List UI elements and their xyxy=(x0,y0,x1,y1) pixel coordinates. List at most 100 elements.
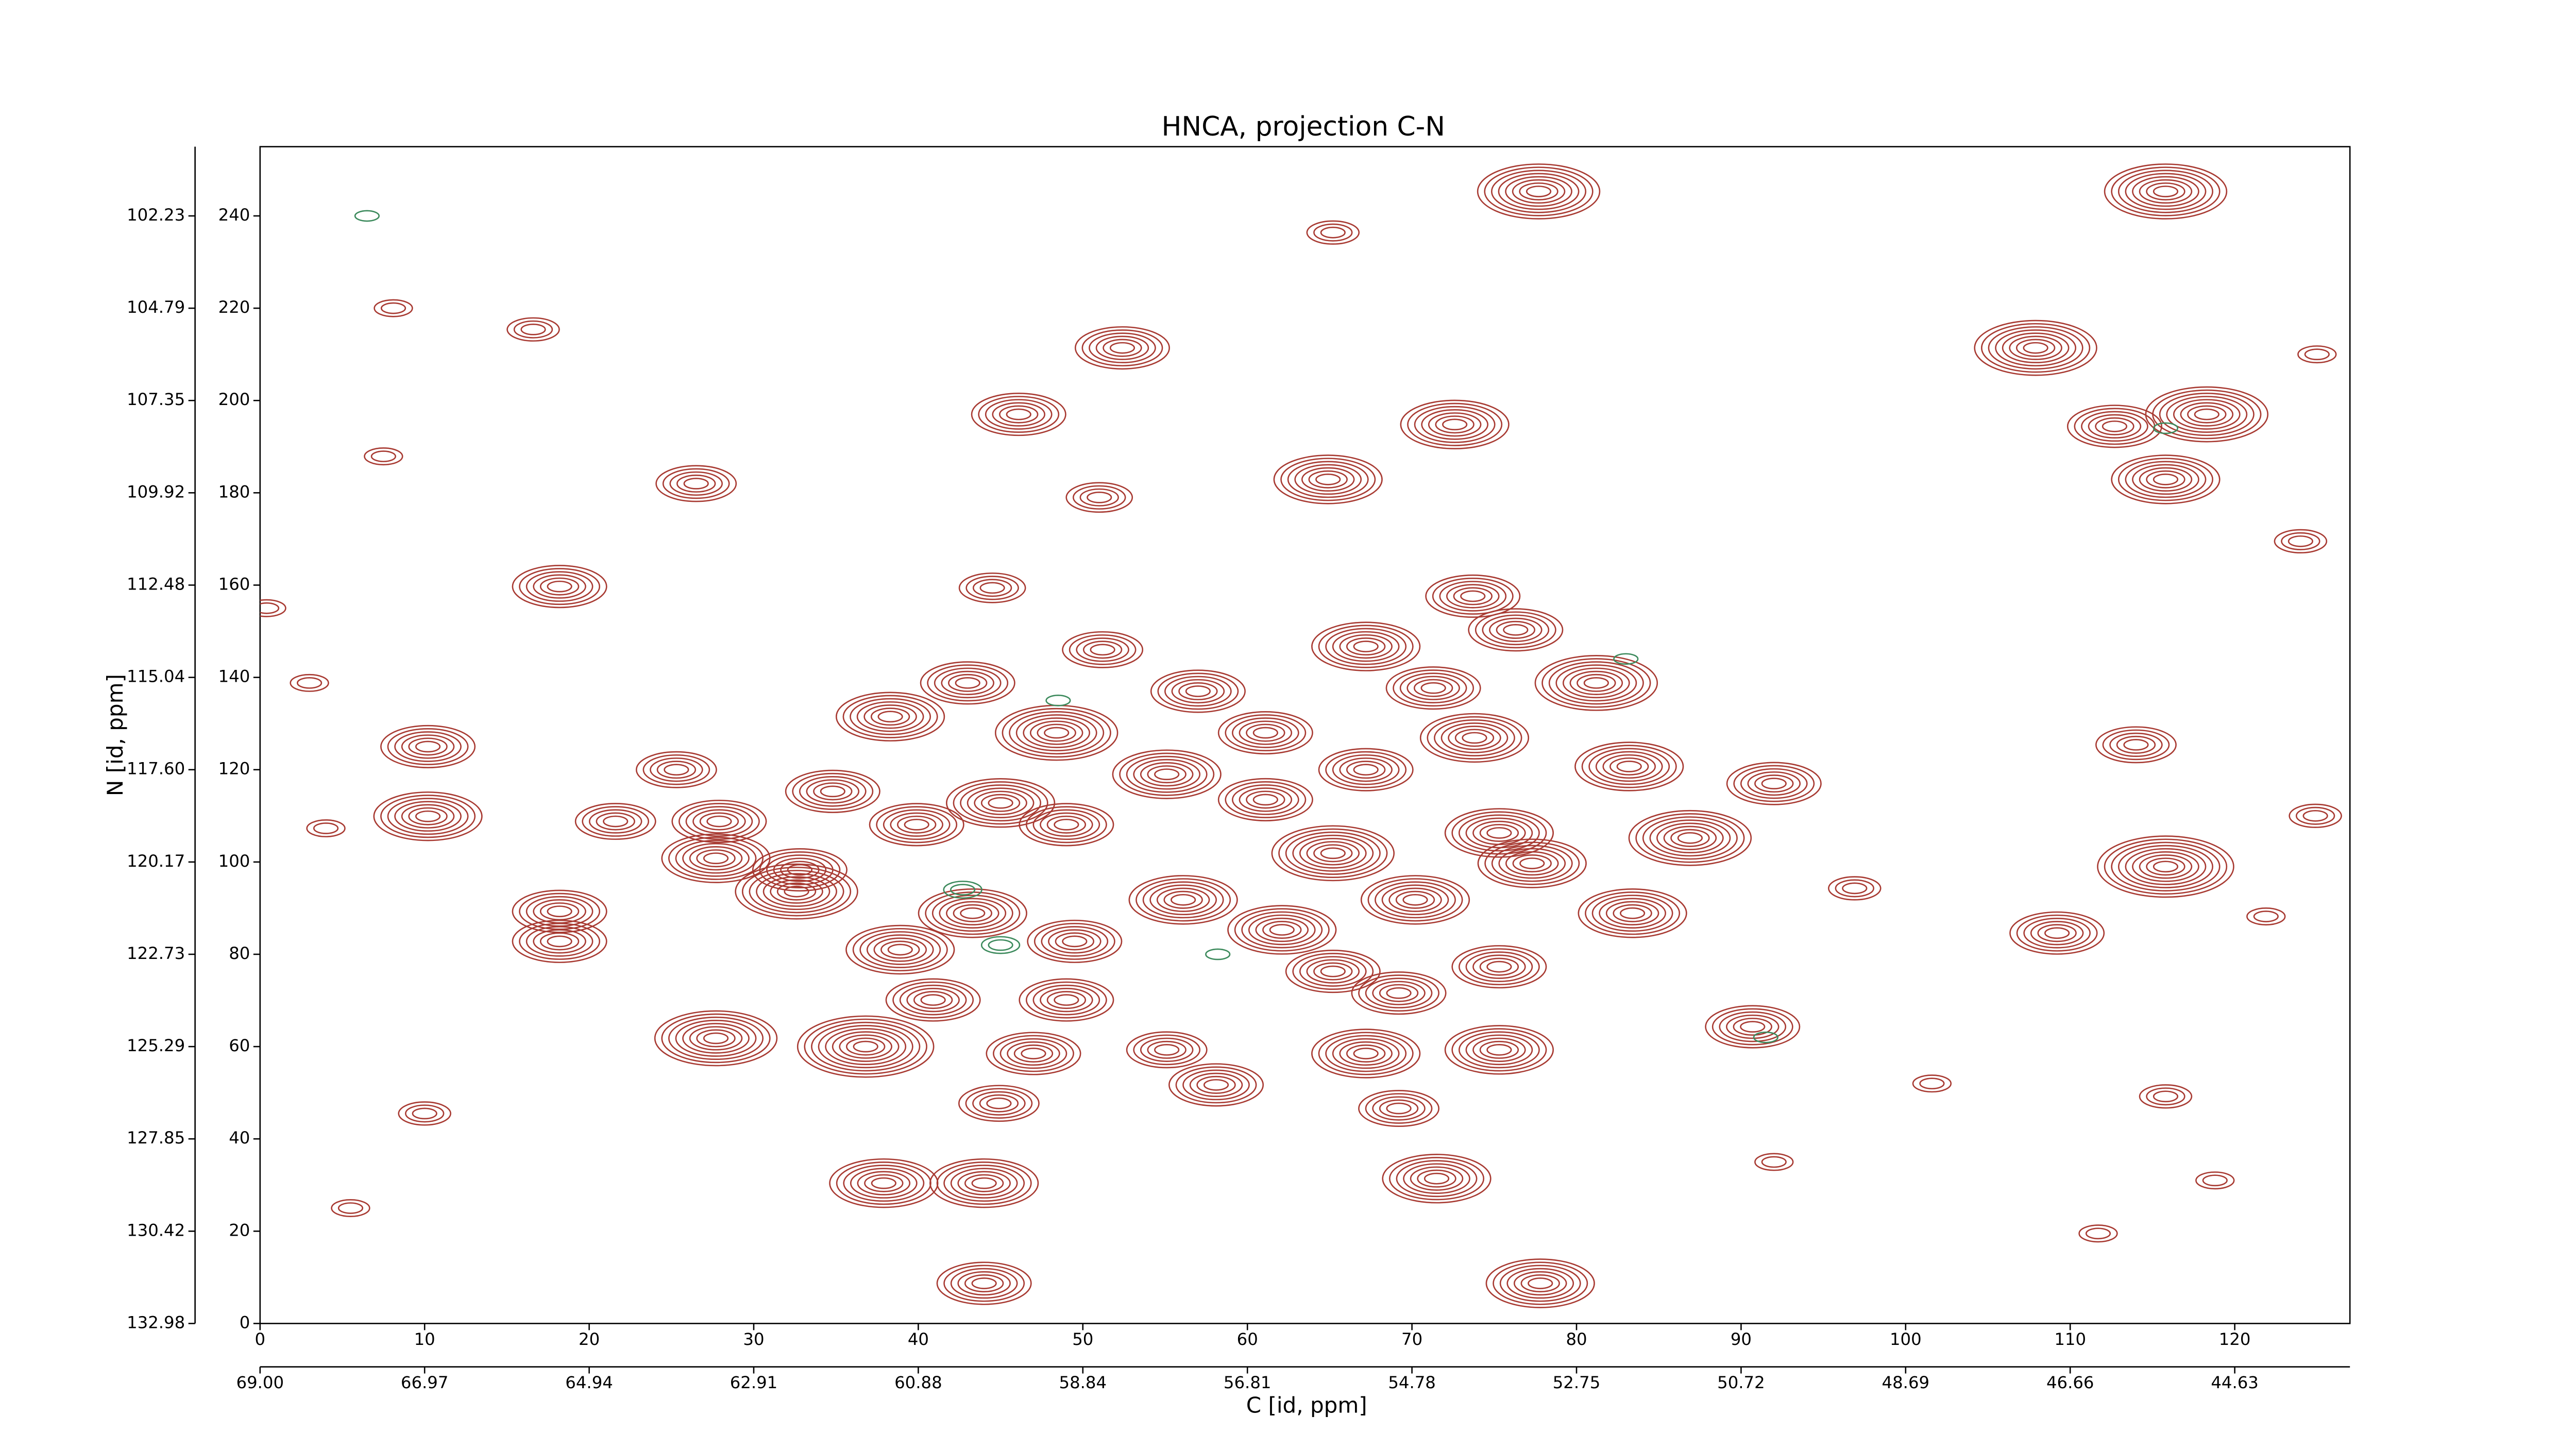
contour-line xyxy=(1753,1031,1778,1043)
contour-line xyxy=(1185,685,1211,697)
contour-line xyxy=(1974,319,2097,376)
contour-line xyxy=(1512,854,1552,872)
contour-line xyxy=(1477,163,1601,220)
y-tick-label: 40 xyxy=(229,1128,250,1148)
contour-line xyxy=(929,1158,1039,1208)
contour-line xyxy=(1562,667,1630,699)
contour-line xyxy=(2037,924,2077,942)
contour-line xyxy=(2146,1087,2185,1106)
contour-line xyxy=(950,1268,1018,1299)
contour-line xyxy=(1485,1258,1595,1308)
contour-line xyxy=(1491,170,1587,213)
contour-line xyxy=(1306,959,1360,984)
contour-line xyxy=(1677,832,1703,844)
contour-line xyxy=(1444,1025,1554,1075)
contour-line xyxy=(1306,220,1360,245)
contour-line xyxy=(519,922,601,960)
contour-line xyxy=(1428,412,1482,437)
contour-peak xyxy=(918,888,1027,938)
contour-line xyxy=(1726,762,1822,805)
contour-line xyxy=(1555,664,1637,702)
contour-line xyxy=(1491,845,1573,882)
contour-line xyxy=(1002,707,1111,758)
contour-line xyxy=(1013,1044,1054,1063)
contour-line xyxy=(913,991,953,1009)
contour-line xyxy=(650,757,703,782)
contour-peak xyxy=(1019,803,1114,847)
contour-line xyxy=(835,692,945,742)
contour-peak xyxy=(2195,1171,2235,1190)
contour-line xyxy=(260,602,280,614)
contour-line xyxy=(1072,485,1126,510)
contour-line xyxy=(2109,732,2163,757)
contour-line xyxy=(1205,948,1231,961)
contour-peak xyxy=(1027,919,1123,963)
contour-layer xyxy=(260,163,2342,1308)
contour-line xyxy=(972,1091,1026,1116)
contour-line xyxy=(2281,532,2320,550)
y-tick-label: 80 xyxy=(229,943,250,963)
contour-line xyxy=(955,677,980,689)
contour-line xyxy=(1126,755,1208,793)
contour-line xyxy=(1029,720,1083,745)
contour-line xyxy=(948,673,988,692)
contour-line xyxy=(1019,978,1114,1022)
contour-line xyxy=(943,1165,1025,1202)
y-tick-label: 20 xyxy=(229,1220,250,1240)
contour-line xyxy=(735,863,858,920)
contour-peak xyxy=(1574,742,1684,791)
contour-line xyxy=(971,393,1066,436)
contour-line xyxy=(1442,418,1468,431)
contour-line xyxy=(1046,815,1087,834)
contour-line xyxy=(2123,739,2149,751)
contour-peak xyxy=(1205,948,1231,961)
contour-line xyxy=(380,724,476,768)
contour-line xyxy=(373,791,483,841)
contour-line xyxy=(596,812,635,831)
contour-line xyxy=(1747,771,1801,796)
contour-line xyxy=(512,919,607,963)
contour-line xyxy=(1360,875,1470,925)
contour-peak xyxy=(1062,631,1144,668)
contour-line xyxy=(1147,1040,1187,1059)
contour-peak xyxy=(364,447,403,466)
contour-line xyxy=(2253,911,2279,922)
contour-line xyxy=(1475,611,1556,649)
x2-tick-label: 69.00 xyxy=(236,1373,284,1392)
contour-line xyxy=(960,907,986,919)
contour-line xyxy=(2146,470,2185,488)
contour-line xyxy=(1175,1066,1257,1104)
contour-line xyxy=(1320,226,1346,239)
contour-line xyxy=(1076,637,1129,662)
contour-line xyxy=(1583,677,1609,689)
contour-line xyxy=(1372,1096,1426,1121)
contour-line xyxy=(1048,929,1101,954)
y-tick-label: 220 xyxy=(218,297,250,317)
contour-line xyxy=(796,1015,935,1078)
contour-line xyxy=(1318,748,1414,791)
y2-tick-label: 115.04 xyxy=(127,667,185,686)
contour-line xyxy=(1602,754,1656,779)
contour-peak xyxy=(835,692,945,742)
contour-line xyxy=(1015,714,1097,751)
contour-line xyxy=(405,1104,445,1123)
contour-line xyxy=(1413,679,1453,697)
contour-line xyxy=(1318,1032,1414,1075)
contour-peak xyxy=(1705,1005,1801,1049)
contour-line xyxy=(1339,757,1393,782)
contour-line xyxy=(1074,326,1170,370)
contour-line xyxy=(863,704,917,729)
contour-line xyxy=(1325,628,1407,665)
contour-line xyxy=(853,1040,878,1053)
contour-line xyxy=(1225,714,1307,751)
contour-line xyxy=(2287,535,2313,547)
contour-peak xyxy=(869,803,964,847)
contour-line xyxy=(1154,1044,1180,1056)
contour-line xyxy=(1613,653,1639,665)
contour-line xyxy=(897,815,937,834)
contour-peak xyxy=(290,673,329,692)
contour-peak xyxy=(1168,1063,1264,1107)
contour-line xyxy=(1472,954,1526,979)
contour-line xyxy=(297,677,323,689)
contour-line xyxy=(2117,845,2213,888)
